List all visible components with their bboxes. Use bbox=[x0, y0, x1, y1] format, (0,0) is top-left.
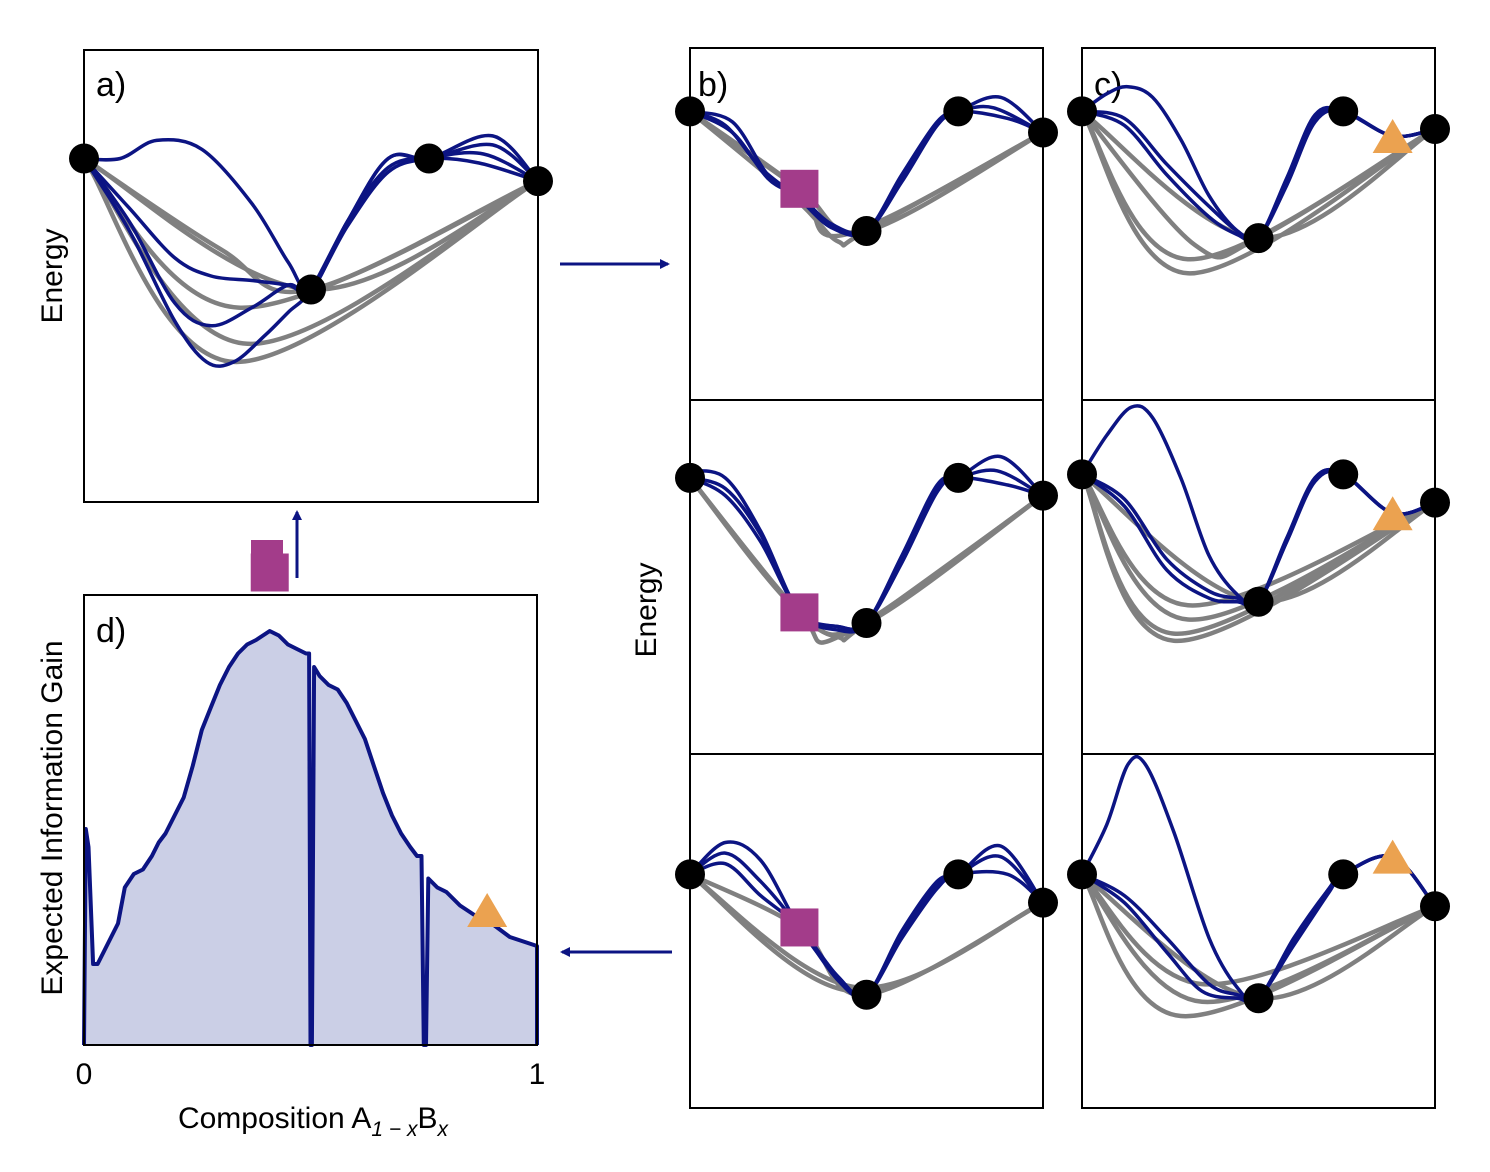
panel-b-row3-series bbox=[690, 840, 1043, 1000]
panel-b-row2-hull-2 bbox=[690, 476, 1043, 645]
panel-d-label: d) bbox=[96, 612, 126, 650]
panel-d: d) Expected Information Gain 0 1 Composi… bbox=[36, 612, 545, 1141]
panel-b-row1-point-0 bbox=[675, 96, 705, 127]
panel-d-xtick-1: 1 bbox=[529, 1058, 546, 1091]
panel-d-frame bbox=[83, 594, 538, 1046]
panel-b: b) Energy bbox=[630, 47, 1044, 1109]
panel-b-row2-square-marker bbox=[780, 593, 819, 632]
panel-c-row2-point-1 bbox=[1243, 586, 1274, 617]
panel-b-row2-frame bbox=[689, 399, 1044, 755]
panel-b-row1-point-3 bbox=[1028, 117, 1058, 148]
panel-d-ylabel: Expected Information Gain bbox=[36, 640, 69, 995]
panel-a-series bbox=[84, 133, 538, 368]
panel-d-square-marker bbox=[250, 553, 289, 592]
panel-b-ylabel: Energy bbox=[630, 562, 663, 657]
panel-a-point-1 bbox=[296, 274, 326, 305]
panel-c-row2-triangle-marker bbox=[1372, 496, 1413, 531]
panel-b-row1-point-1 bbox=[851, 216, 882, 247]
panel-c-row2-point-2 bbox=[1328, 459, 1359, 490]
panel-c-row1-point-1 bbox=[1243, 223, 1274, 254]
panel-c: c) bbox=[1081, 47, 1436, 1109]
panel-c-row2-hull-4 bbox=[1082, 473, 1435, 643]
panel-c-row3-point-1 bbox=[1243, 983, 1274, 1014]
panel-b-row1-point-2 bbox=[943, 96, 974, 127]
panel-c-row3-point-0 bbox=[1067, 859, 1097, 890]
panel-b-label: b) bbox=[698, 66, 728, 104]
panel-b-row3-hull-2 bbox=[690, 872, 1043, 990]
panel-c-row1-point-2 bbox=[1328, 96, 1359, 127]
panel-c-row3-hull-3 bbox=[1082, 873, 1435, 1019]
panel-b-row2-point-0 bbox=[675, 462, 705, 493]
panel-c-row3-series bbox=[1082, 754, 1435, 1019]
panel-c-row2-sample-curve-2 bbox=[1082, 469, 1435, 609]
panel-c-row1-point-0 bbox=[1067, 96, 1097, 127]
panel-a-point-2 bbox=[414, 143, 445, 174]
panel-b-row1-sample-curve-1 bbox=[690, 104, 1043, 238]
panel-d-xlabel: Composition A1 − xBx bbox=[178, 1102, 450, 1141]
panel-c-row1-hull-3 bbox=[1082, 110, 1435, 276]
panel-c-row3-point-3 bbox=[1420, 891, 1450, 922]
panel-a: a) Energy bbox=[36, 49, 539, 503]
panel-b-row3-point-2 bbox=[943, 859, 974, 890]
panel-a-point-0 bbox=[69, 143, 99, 174]
panel-c-row3-point-2 bbox=[1328, 859, 1359, 890]
panel-a-frame bbox=[83, 49, 539, 503]
panel-a-point-3 bbox=[523, 166, 553, 197]
panel-c-row3-hull-0 bbox=[1082, 872, 1435, 1001]
panel-b-row3-point-1 bbox=[851, 979, 882, 1010]
xlabel-main: Composition A bbox=[178, 1102, 371, 1135]
xlabel-sub1: 1 − x bbox=[371, 1118, 419, 1141]
panel-b-row3-point-0 bbox=[675, 859, 705, 890]
panel-b-row2-point-3 bbox=[1028, 480, 1058, 511]
panel-d-info-gain-line bbox=[82, 629, 539, 1047]
panel-b-row3-sample-curve-2 bbox=[690, 861, 1043, 999]
panel-b-row3-square-marker bbox=[780, 908, 819, 947]
panel-b-row1-square-marker bbox=[780, 169, 819, 208]
panel-d-area-fill bbox=[84, 631, 537, 1045]
plot-layer bbox=[69, 84, 1450, 1047]
xlabel-sub2: x bbox=[437, 1118, 450, 1141]
panel-c-row3-hull-1 bbox=[1082, 872, 1435, 987]
panel-d-xtick-0: 0 bbox=[76, 1058, 93, 1091]
panel-b-row2-point-2 bbox=[943, 462, 974, 493]
panel-c-row2-point-3 bbox=[1420, 487, 1450, 518]
panel-c-row1-triangle-marker bbox=[1372, 119, 1413, 153]
panel-c-row3-triangle-marker bbox=[1372, 839, 1413, 874]
panel-c-row3-frame bbox=[1081, 753, 1436, 1109]
panel-b-row1-hull-0 bbox=[690, 109, 1043, 235]
panel-b-row3-point-3 bbox=[1028, 887, 1058, 918]
panel-d-triangle-marker bbox=[467, 893, 508, 927]
panel-a-label: a) bbox=[96, 66, 126, 104]
panel-c-row3-sample-curve-0 bbox=[1082, 754, 1435, 1004]
panel-a-ylabel: Energy bbox=[36, 228, 69, 323]
panel-c-row2-point-0 bbox=[1067, 459, 1097, 490]
xlabel-mid: B bbox=[418, 1102, 438, 1135]
panel-b-row3-frame bbox=[689, 753, 1044, 1109]
panel-b-row2-point-1 bbox=[851, 608, 882, 639]
panel-b-row1-sample-curve-2 bbox=[690, 109, 1043, 236]
panel-c-row1-point-3 bbox=[1420, 113, 1450, 144]
